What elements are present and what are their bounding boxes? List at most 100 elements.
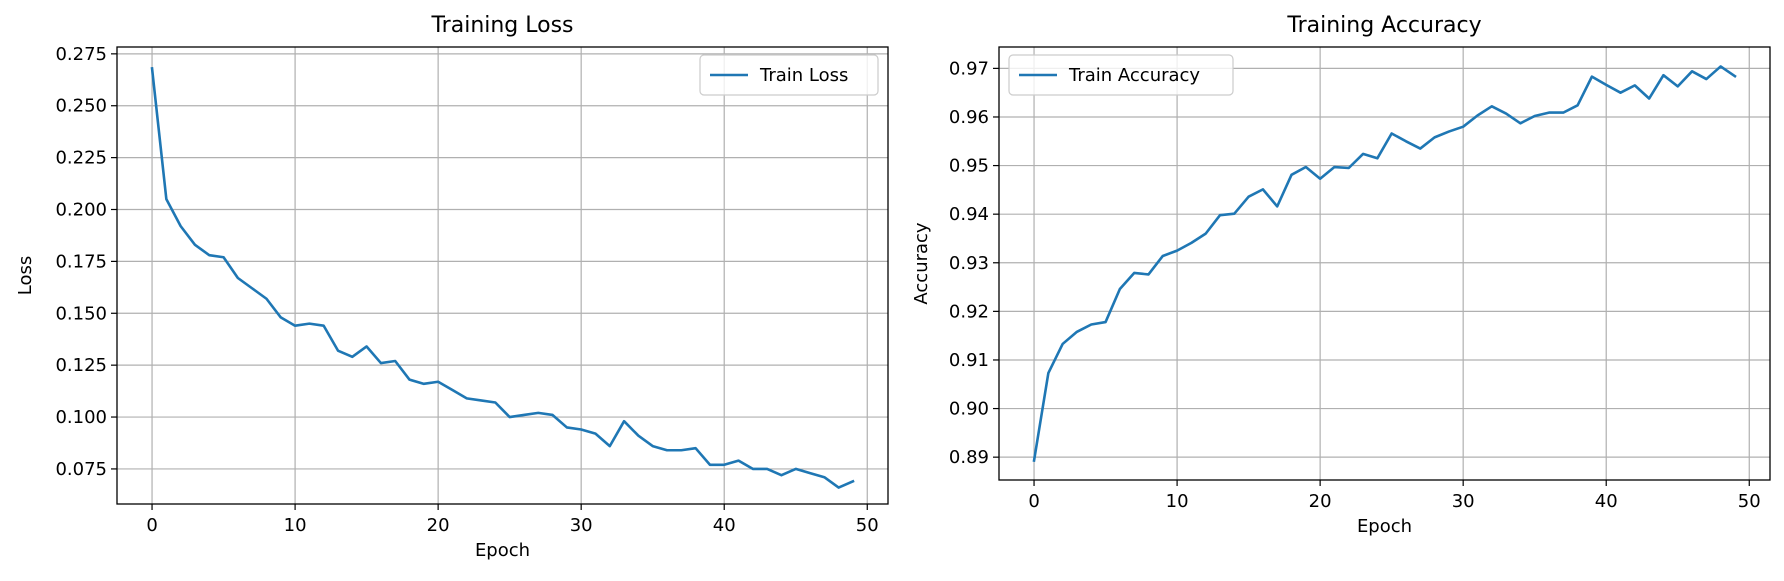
y-tick-label: 0.95 xyxy=(949,156,989,177)
data-point-7 xyxy=(251,287,254,290)
data-point-6 xyxy=(237,277,240,280)
legend-box xyxy=(699,54,879,96)
data-point-41 xyxy=(737,459,740,462)
data-point-40 xyxy=(1605,84,1608,87)
data-point-3 xyxy=(1076,330,1079,333)
data-point-15 xyxy=(365,345,368,348)
x-tick-label: 40 xyxy=(1595,491,1618,512)
data-point-29 xyxy=(1448,130,1451,133)
x-tick-label: 20 xyxy=(1309,491,1332,512)
data-point-14 xyxy=(351,356,354,359)
series-line xyxy=(1032,65,1737,463)
x-tick-label: 0 xyxy=(146,515,157,536)
legend-label: Train Accuracy xyxy=(1068,65,1200,86)
y-tick-label: 0.93 xyxy=(949,253,989,274)
legend: Train Loss xyxy=(699,54,879,96)
data-point-42 xyxy=(752,468,755,471)
data-point-0 xyxy=(1033,459,1036,462)
data-point-38 xyxy=(1576,104,1579,107)
legend-box xyxy=(1008,54,1234,96)
data-point-37 xyxy=(680,449,683,452)
y-axis-label: Loss xyxy=(15,256,36,295)
data-point-10 xyxy=(1176,249,1179,252)
data-point-49 xyxy=(852,480,855,483)
data-point-44 xyxy=(1662,74,1665,77)
data-point-17 xyxy=(1276,205,1279,208)
data-point-31 xyxy=(594,432,597,435)
data-point-40 xyxy=(723,463,726,466)
x-tick-label: 30 xyxy=(570,515,593,536)
y-tick-label: 0.250 xyxy=(55,96,107,117)
data-point-44 xyxy=(780,474,783,477)
y-tick-label: 0.89 xyxy=(949,447,989,468)
data-point-42 xyxy=(1634,84,1637,87)
data-point-19 xyxy=(1305,166,1308,169)
legend-label: Train Loss xyxy=(759,65,848,86)
data-point-12 xyxy=(322,324,325,327)
x-tick-label: 20 xyxy=(427,515,450,536)
data-point-6 xyxy=(1119,288,1122,291)
plot-area xyxy=(999,47,1770,480)
data-point-22 xyxy=(465,397,468,400)
data-point-13 xyxy=(1219,214,1222,217)
y-tick-label: 0.150 xyxy=(55,303,107,324)
x-tick-label: 50 xyxy=(856,515,879,536)
data-point-20 xyxy=(1319,177,1322,180)
data-point-1 xyxy=(165,198,168,201)
data-point-31 xyxy=(1476,114,1479,117)
data-point-9 xyxy=(279,316,282,319)
data-point-16 xyxy=(380,362,383,365)
y-tick-label: 0.91 xyxy=(949,350,989,371)
data-point-0 xyxy=(151,67,154,70)
data-point-14 xyxy=(1233,212,1236,215)
data-point-46 xyxy=(809,472,812,475)
y-tick-label: 0.97 xyxy=(949,58,989,79)
chart-title: Training Accuracy xyxy=(1286,13,1481,38)
y-tick-label: 0.200 xyxy=(55,200,107,221)
x-tick-label: 40 xyxy=(713,515,736,536)
data-point-25 xyxy=(1390,132,1393,135)
data-point-15 xyxy=(1247,195,1250,198)
x-tick-label: 50 xyxy=(1738,491,1761,512)
data-point-2 xyxy=(1061,343,1064,346)
data-point-5 xyxy=(222,256,225,259)
data-point-7 xyxy=(1133,272,1136,275)
data-point-13 xyxy=(337,349,340,352)
data-point-22 xyxy=(1347,167,1350,170)
chart-title: Training Loss xyxy=(430,13,573,38)
data-point-45 xyxy=(1676,85,1679,88)
data-point-21 xyxy=(1333,166,1336,169)
axes-frame xyxy=(116,46,889,505)
data-point-18 xyxy=(1290,174,1293,177)
data-point-28 xyxy=(551,414,554,417)
data-point-49 xyxy=(1734,75,1737,78)
data-point-26 xyxy=(523,414,526,417)
data-point-33 xyxy=(623,420,626,423)
data-point-39 xyxy=(1591,75,1594,78)
data-point-47 xyxy=(1705,78,1708,81)
data-point-28 xyxy=(1433,136,1436,139)
data-point-30 xyxy=(580,428,583,431)
data-point-30 xyxy=(1462,125,1465,128)
data-point-35 xyxy=(1533,115,1536,118)
data-point-32 xyxy=(608,445,611,448)
x-axis-label: Epoch xyxy=(475,540,530,561)
legend: Train Accuracy xyxy=(1008,54,1234,96)
data-point-45 xyxy=(794,468,797,471)
data-point-11 xyxy=(308,322,311,325)
y-tick-label: 0.94 xyxy=(949,204,989,225)
data-point-17 xyxy=(394,360,397,363)
y-tick-label: 0.96 xyxy=(949,107,989,128)
data-point-26 xyxy=(1405,140,1408,143)
data-point-39 xyxy=(709,463,712,466)
data-point-41 xyxy=(1619,91,1622,94)
data-point-4 xyxy=(208,254,211,257)
y-axis-label: Accuracy xyxy=(911,222,932,305)
data-point-23 xyxy=(480,399,483,402)
data-point-47 xyxy=(823,476,826,479)
data-point-33 xyxy=(1505,112,1508,115)
data-point-16 xyxy=(1262,188,1265,191)
data-point-43 xyxy=(1648,97,1651,100)
data-point-36 xyxy=(666,449,669,452)
